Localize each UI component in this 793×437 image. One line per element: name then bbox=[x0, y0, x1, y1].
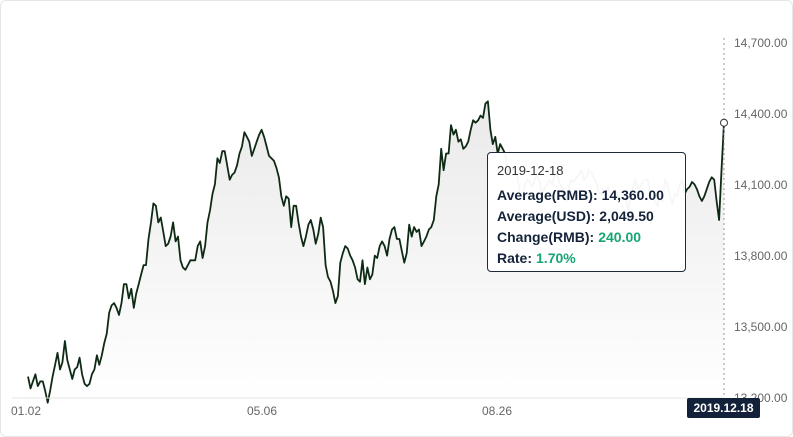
x-tick-label: 05.06 bbox=[247, 404, 277, 418]
y-tick-label: 14,100.00 bbox=[734, 178, 788, 192]
y-axis-ticks: 14,700.00 14,400.00 14,100.00 13,800.00 … bbox=[734, 36, 788, 405]
tooltip-row-change: Change(RMB): 240.00 bbox=[497, 227, 676, 248]
series-area bbox=[28, 101, 724, 403]
tooltip-label: Rate: bbox=[497, 250, 533, 266]
tooltip-label: Average(USD): bbox=[497, 208, 596, 224]
crosshair-date-badge: 2019.12.18 bbox=[687, 398, 760, 418]
tooltip-label: Average(RMB): bbox=[497, 187, 598, 203]
data-tooltip: 2019-12-18 Average(RMB): 14,360.00 Averag… bbox=[487, 152, 686, 272]
y-tick-label: 14,700.00 bbox=[734, 36, 788, 50]
tooltip-value: 1.70% bbox=[536, 250, 576, 266]
tooltip-row-rate: Rate: 1.70% bbox=[497, 248, 676, 269]
x-tick-label: 01.02 bbox=[11, 404, 41, 418]
y-tick-label: 13,800.00 bbox=[734, 249, 788, 263]
tooltip-row-avg-usd: Average(USD): 2,049.50 bbox=[497, 206, 676, 227]
hover-point bbox=[720, 118, 728, 127]
y-tick-label: 13,500.00 bbox=[734, 320, 788, 334]
tooltip-date: 2019-12-18 bbox=[497, 163, 564, 178]
x-axis-ticks: 01.02 05.06 08.26 bbox=[11, 404, 512, 418]
tooltip-value: 240.00 bbox=[598, 229, 642, 245]
tooltip-row-avg-rmb: Average(RMB): 14,360.00 bbox=[497, 185, 676, 206]
tooltip-value: 14,360.00 bbox=[601, 187, 664, 203]
tooltip-label: Change(RMB): bbox=[497, 229, 595, 245]
tooltip-value: 2,049.50 bbox=[599, 208, 654, 224]
y-tick-label: 14,400.00 bbox=[734, 107, 788, 121]
x-tick-label: 08.26 bbox=[482, 404, 512, 418]
